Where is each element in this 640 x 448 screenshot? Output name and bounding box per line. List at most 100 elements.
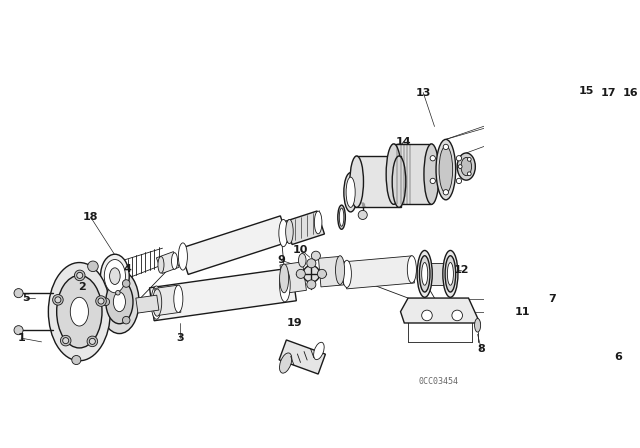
- Text: 5: 5: [22, 293, 29, 303]
- Ellipse shape: [113, 292, 125, 312]
- Ellipse shape: [106, 280, 133, 324]
- Ellipse shape: [350, 156, 364, 207]
- Ellipse shape: [98, 298, 104, 304]
- Ellipse shape: [49, 263, 110, 361]
- Ellipse shape: [70, 297, 88, 326]
- Ellipse shape: [392, 156, 406, 207]
- Ellipse shape: [57, 276, 102, 348]
- Ellipse shape: [109, 268, 120, 284]
- Polygon shape: [285, 211, 324, 245]
- Ellipse shape: [447, 263, 453, 285]
- Ellipse shape: [303, 266, 319, 282]
- Ellipse shape: [443, 250, 458, 297]
- Ellipse shape: [444, 144, 449, 150]
- Ellipse shape: [307, 259, 316, 268]
- Ellipse shape: [179, 243, 188, 270]
- Ellipse shape: [87, 336, 98, 347]
- Text: 19: 19: [287, 318, 303, 328]
- Ellipse shape: [422, 263, 428, 285]
- Ellipse shape: [172, 253, 177, 269]
- Ellipse shape: [151, 286, 162, 319]
- Ellipse shape: [335, 256, 344, 284]
- Ellipse shape: [90, 338, 95, 345]
- Text: 12: 12: [453, 265, 468, 275]
- Ellipse shape: [311, 251, 321, 260]
- Ellipse shape: [116, 290, 120, 295]
- Ellipse shape: [14, 326, 23, 335]
- Text: 8: 8: [477, 345, 485, 354]
- Ellipse shape: [456, 178, 461, 184]
- Polygon shape: [279, 340, 325, 374]
- Polygon shape: [428, 263, 447, 285]
- Polygon shape: [319, 256, 344, 287]
- Ellipse shape: [444, 190, 449, 195]
- Ellipse shape: [14, 289, 23, 297]
- Ellipse shape: [342, 260, 351, 288]
- Polygon shape: [156, 252, 179, 273]
- Polygon shape: [280, 262, 307, 293]
- Ellipse shape: [419, 256, 430, 292]
- Polygon shape: [401, 298, 480, 323]
- Text: 16: 16: [623, 87, 639, 98]
- Text: 0CC03454: 0CC03454: [419, 377, 458, 386]
- Ellipse shape: [72, 356, 81, 365]
- Ellipse shape: [436, 139, 456, 200]
- Ellipse shape: [386, 144, 401, 204]
- Ellipse shape: [96, 296, 106, 306]
- Ellipse shape: [344, 172, 357, 212]
- Text: 18: 18: [83, 212, 99, 222]
- Ellipse shape: [60, 336, 71, 346]
- Ellipse shape: [122, 316, 130, 324]
- Polygon shape: [150, 268, 296, 321]
- Ellipse shape: [122, 280, 130, 287]
- Ellipse shape: [452, 310, 463, 321]
- Text: 1: 1: [17, 333, 25, 343]
- Ellipse shape: [439, 146, 452, 193]
- Text: 11: 11: [515, 307, 531, 317]
- Ellipse shape: [314, 211, 322, 234]
- Ellipse shape: [100, 270, 139, 334]
- Ellipse shape: [63, 338, 68, 344]
- Ellipse shape: [417, 250, 432, 297]
- Ellipse shape: [467, 158, 471, 161]
- Ellipse shape: [158, 257, 164, 273]
- Ellipse shape: [422, 310, 432, 321]
- Ellipse shape: [407, 256, 417, 283]
- Ellipse shape: [445, 256, 456, 292]
- Ellipse shape: [104, 259, 125, 293]
- Text: 6: 6: [614, 352, 622, 362]
- Ellipse shape: [346, 177, 355, 207]
- Polygon shape: [180, 216, 289, 275]
- Text: 9: 9: [277, 255, 285, 265]
- Text: 2: 2: [77, 283, 86, 293]
- Ellipse shape: [317, 269, 326, 278]
- Ellipse shape: [88, 261, 98, 271]
- Text: 13: 13: [415, 87, 431, 98]
- Text: 10: 10: [293, 245, 308, 255]
- Ellipse shape: [280, 353, 292, 373]
- Ellipse shape: [358, 211, 367, 220]
- Ellipse shape: [339, 208, 344, 226]
- Ellipse shape: [457, 153, 476, 180]
- Ellipse shape: [285, 220, 293, 244]
- Ellipse shape: [298, 254, 306, 267]
- Ellipse shape: [52, 295, 63, 305]
- Ellipse shape: [338, 205, 346, 229]
- Text: 3: 3: [176, 333, 184, 343]
- Ellipse shape: [430, 178, 435, 184]
- Ellipse shape: [153, 289, 162, 316]
- Polygon shape: [155, 285, 181, 315]
- Ellipse shape: [55, 297, 61, 303]
- Ellipse shape: [102, 298, 109, 306]
- Text: 17: 17: [600, 87, 616, 98]
- Polygon shape: [355, 156, 401, 207]
- Ellipse shape: [458, 165, 462, 168]
- Ellipse shape: [307, 280, 316, 289]
- Ellipse shape: [174, 285, 183, 312]
- Ellipse shape: [74, 270, 85, 281]
- Text: 14: 14: [396, 137, 412, 146]
- Ellipse shape: [279, 220, 288, 247]
- Ellipse shape: [77, 272, 83, 278]
- Ellipse shape: [456, 155, 461, 161]
- Ellipse shape: [280, 264, 289, 293]
